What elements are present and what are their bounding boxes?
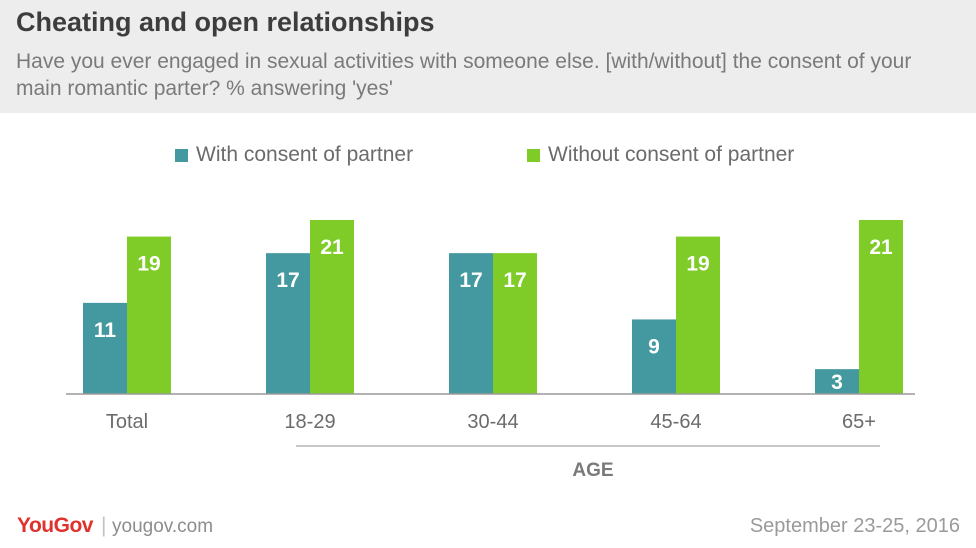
footer-url: yougov.com xyxy=(112,516,214,537)
data-label-without-consent-65+: 21 xyxy=(869,236,893,259)
bar-without-consent-30-44 xyxy=(493,253,537,394)
category-label-30-44: 30-44 xyxy=(467,411,518,433)
data-label-without-consent-18-29: 21 xyxy=(320,236,344,259)
data-label-with-consent-18-29: 17 xyxy=(276,269,299,292)
data-label-without-consent-Total: 19 xyxy=(137,253,160,276)
bar-with-consent-65+ xyxy=(815,369,859,394)
data-label-with-consent-45-64: 9 xyxy=(648,335,660,358)
chart-subtitle: Have you ever engaged in sexual activiti… xyxy=(16,50,912,100)
footer-separator: | xyxy=(101,514,107,537)
data-label-with-consent-30-44: 17 xyxy=(459,269,482,292)
bar-with-consent-45-64 xyxy=(632,319,676,394)
bar-without-consent-65+ xyxy=(859,220,903,394)
footer-date: September 23-25, 2016 xyxy=(749,515,960,537)
chart-title: Cheating and open relationships xyxy=(16,7,435,37)
legend-item-with-consent: With consent of partner xyxy=(175,143,413,167)
bar-without-consent-Total xyxy=(127,236,171,394)
legend-label-without-consent: Without consent of partner xyxy=(548,143,795,166)
legend-swatch-without-consent xyxy=(527,148,540,162)
data-label-without-consent-30-44: 17 xyxy=(503,269,526,292)
yougov-logo: YouGov xyxy=(17,514,93,537)
legend-label-with-consent: With consent of partner xyxy=(196,143,414,166)
bar-without-consent-18-29 xyxy=(310,220,354,394)
category-label-65+: 65+ xyxy=(842,411,876,433)
legend: With consent of partner Without consent … xyxy=(0,143,976,169)
category-label-45-64: 45-64 xyxy=(650,411,701,433)
bar-with-consent-Total xyxy=(83,302,127,394)
age-group-label: AGE xyxy=(572,460,613,481)
bar-with-consent-18-29 xyxy=(266,253,310,394)
data-label-without-consent-45-64: 19 xyxy=(686,253,709,276)
header-band: Cheating and open relationships Have you… xyxy=(0,0,976,113)
category-label-18-29: 18-29 xyxy=(284,411,335,433)
category-label-Total: Total xyxy=(106,411,148,433)
bar-with-consent-30-44 xyxy=(449,253,493,394)
legend-item-without-consent: Without consent of partner xyxy=(527,143,794,167)
data-label-with-consent-65+: 3 xyxy=(831,371,843,394)
data-label-with-consent-Total: 11 xyxy=(94,319,117,342)
legend-swatch-with-consent xyxy=(175,148,188,162)
bar-without-consent-45-64 xyxy=(676,236,720,394)
